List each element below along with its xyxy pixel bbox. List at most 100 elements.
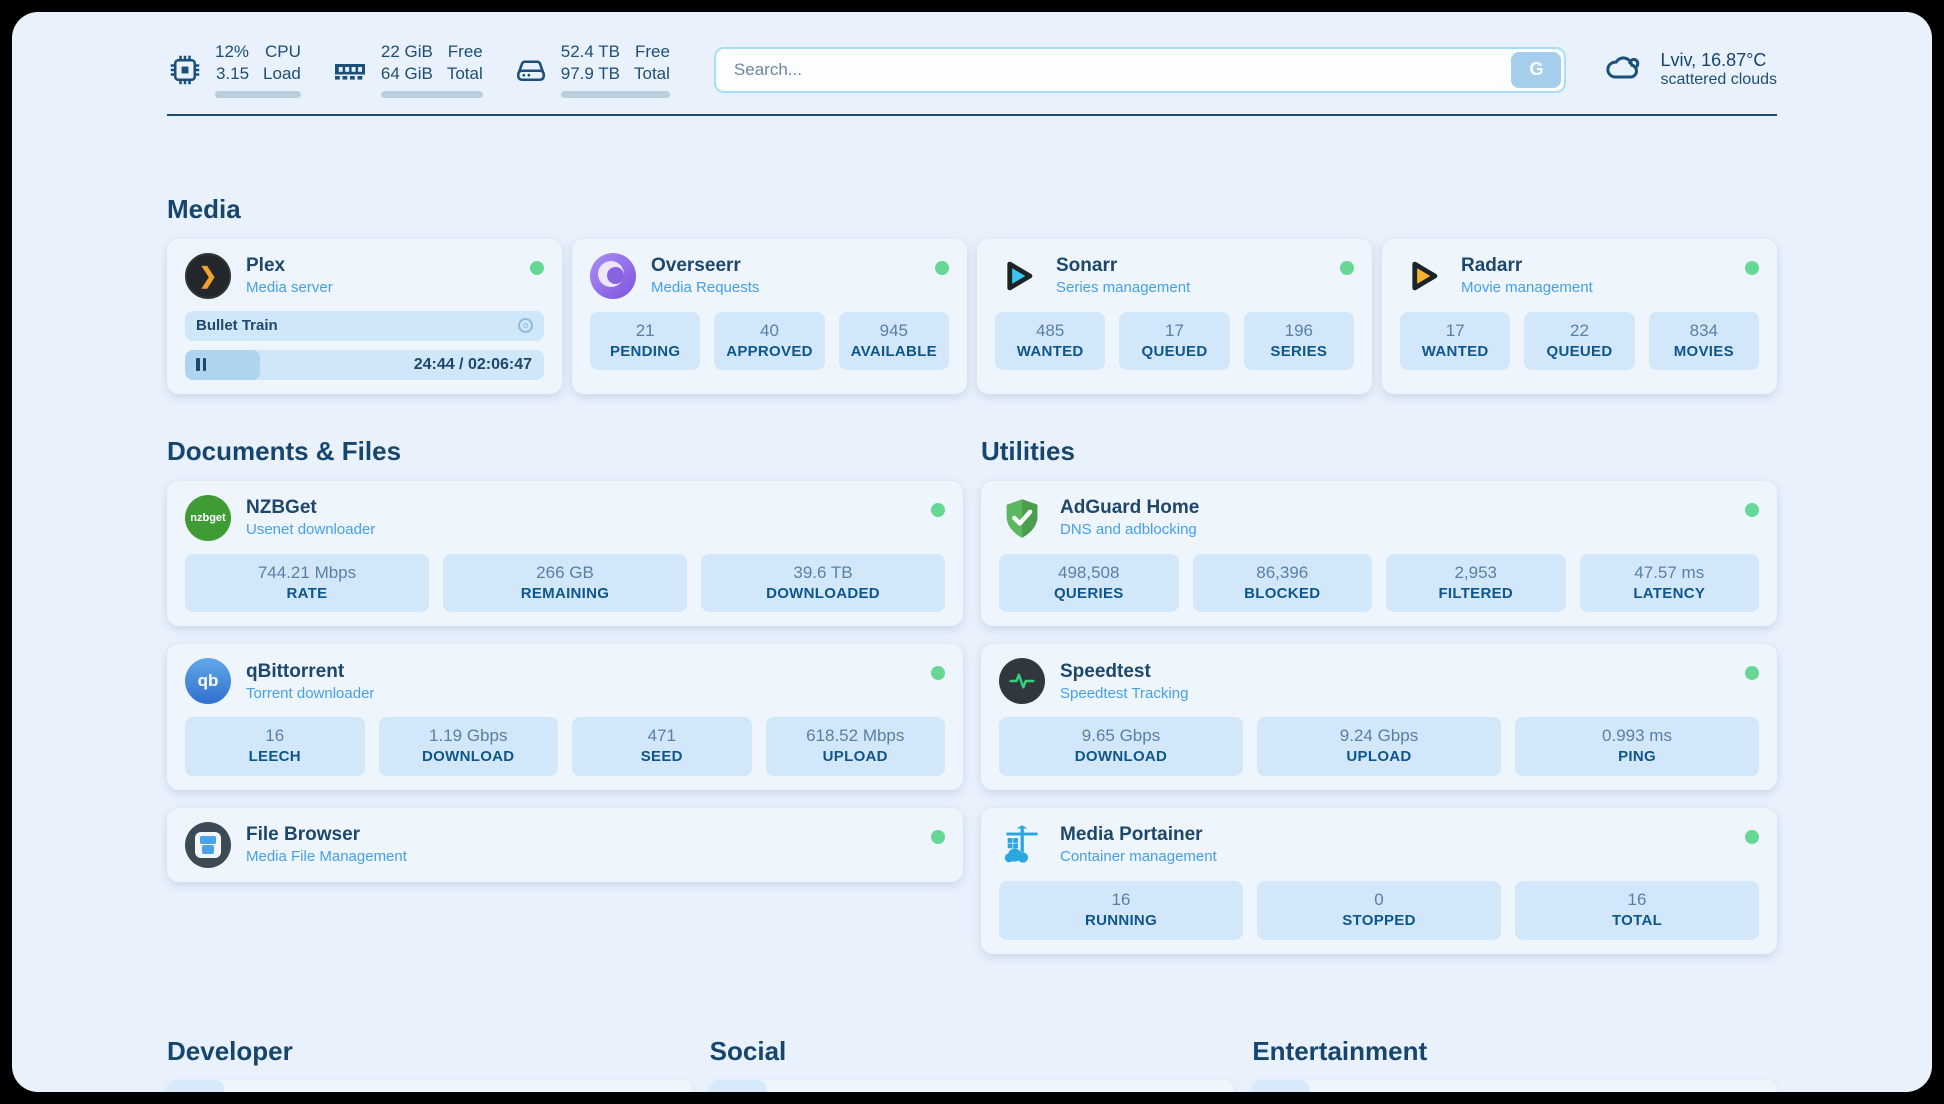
section-title-entertainment: Entertainment bbox=[1252, 1035, 1428, 1066]
cpu-load-value: 3.15 bbox=[215, 64, 250, 84]
status-dot bbox=[1745, 502, 1759, 517]
weather-widget[interactable]: Lviv, 16.87°C scattered clouds bbox=[1602, 47, 1777, 92]
plex-card[interactable]: ❯ Plex Media server Bullet Train 24:44 /… bbox=[167, 238, 562, 394]
portainer-icon bbox=[999, 822, 1045, 868]
pause-icon bbox=[196, 358, 206, 372]
speedtest-card[interactable]: Speedtest Speedtest Tracking 9.65 Gbps DO… bbox=[981, 644, 1777, 790]
disk-widget: 52.4 TB Free 97.9 TB Total bbox=[513, 42, 670, 98]
sonarr-card[interactable]: Sonarr Series management 485 WANTED 17 QUE… bbox=[977, 238, 1372, 394]
cpu-progress-bar bbox=[215, 90, 301, 98]
media-card-grid: ❯ Plex Media server Bullet Train 24:44 /… bbox=[167, 238, 1777, 394]
disk-progress-bar bbox=[560, 90, 670, 98]
qbittorrent-card[interactable]: qb qBittorrent Torrent downloader 16 LEEC… bbox=[167, 644, 963, 790]
status-dot bbox=[1745, 829, 1759, 844]
disk-label-bottom: Total bbox=[634, 64, 670, 84]
status-dot bbox=[931, 502, 945, 517]
memory-widget: 22 GiB Free 64 GiB Total bbox=[331, 42, 483, 98]
stat-download: 1.19 Gbps DOWNLOAD bbox=[378, 717, 558, 776]
session-icon bbox=[518, 318, 533, 334]
link-abbr-badge: YT bbox=[1252, 1079, 1310, 1092]
sonarr-icon bbox=[995, 253, 1041, 299]
system-widgets: 12% CPU 3.15 Load 22 GiB Free bbox=[167, 42, 670, 98]
app-subtitle: Series management bbox=[1056, 278, 1191, 296]
app-title: qBittorrent bbox=[246, 660, 345, 682]
speedtest-icon bbox=[999, 658, 1045, 705]
status-dot bbox=[1340, 260, 1354, 275]
stat-filtered: 2,953 FILTERED bbox=[1386, 553, 1566, 613]
stat-available: 945 AVAILABLE bbox=[838, 311, 949, 371]
section-title-social: Social bbox=[709, 1035, 787, 1066]
playback-progress-bar: 24:44 / 02:06:47 bbox=[185, 349, 544, 380]
stat-wanted: 17 WANTED bbox=[1400, 311, 1511, 371]
plex-icon: ❯ bbox=[185, 252, 231, 299]
cpu-chip-icon bbox=[167, 52, 203, 88]
stat-seed: 471 SEED bbox=[572, 717, 752, 776]
cloud-icon bbox=[1602, 47, 1646, 92]
stat-pending: 21 PENDING bbox=[590, 311, 701, 371]
utilities-column: Utilities AdGuard Home DNS and adblockin… bbox=[981, 436, 1777, 972]
app-title: AdGuard Home bbox=[1060, 497, 1200, 519]
status-dot bbox=[1745, 260, 1759, 275]
nzbget-icon: nzbget bbox=[185, 494, 231, 541]
search-input[interactable] bbox=[713, 46, 1567, 93]
cpu-widget: 12% CPU 3.15 Load bbox=[167, 42, 301, 98]
overseerr-icon bbox=[590, 252, 636, 299]
qbittorrent-icon: qb bbox=[185, 658, 231, 705]
section-title-documents: Documents & Files bbox=[167, 435, 402, 466]
stat-movies: 834 MOVIES bbox=[1648, 311, 1759, 371]
stat-rate: 744.21 Mbps RATE bbox=[185, 553, 429, 613]
disk-total-value: 97.9 TB bbox=[560, 64, 620, 84]
stat-blocked: 86,396 BLOCKED bbox=[1192, 553, 1372, 613]
status-dot bbox=[931, 666, 945, 681]
nzbget-card[interactable]: nzbget NZBGet Usenet downloader 744.21 M… bbox=[167, 480, 963, 627]
stat-running: 16 RUNNING bbox=[999, 880, 1243, 940]
stat-stopped: 0 STOPPED bbox=[1257, 880, 1501, 940]
overseerr-card[interactable]: Overseerr Media Requests 21 PENDING 40 APP… bbox=[572, 238, 967, 394]
playback-time: 24:44 / 02:06:47 bbox=[413, 355, 532, 373]
filebrowser-card[interactable]: File Browser Media File Management bbox=[167, 807, 963, 882]
app-subtitle: Usenet downloader bbox=[246, 520, 376, 538]
stat-downloaded: 39.6 TB DOWNLOADED bbox=[701, 553, 945, 613]
header-divider bbox=[167, 113, 1777, 116]
adguard-icon bbox=[999, 495, 1045, 541]
app-subtitle: Container management bbox=[1060, 848, 1217, 866]
radarr-icon bbox=[1400, 253, 1446, 299]
memory-free-value: 22 GiB bbox=[380, 42, 433, 61]
stat-upload: 618.52 Mbps UPLOAD bbox=[765, 717, 945, 776]
stat-queued: 17 QUEUED bbox=[1119, 311, 1230, 371]
stat-queries: 498,508 QUERIES bbox=[999, 553, 1179, 613]
app-title: File Browser bbox=[246, 824, 361, 846]
now-playing-row: Bullet Train bbox=[185, 310, 544, 341]
stat-approved: 40 APPROVED bbox=[714, 311, 825, 371]
entertainment-links-column: Entertainment YT YouTube youtube.com NF … bbox=[1252, 1036, 1777, 1092]
link-abbr-badge: GH bbox=[167, 1079, 224, 1092]
link-linkedin[interactable]: LI LinkedIn linkedin.com bbox=[709, 1079, 1235, 1092]
app-title: Radarr bbox=[1461, 255, 1523, 277]
app-subtitle: Media File Management bbox=[246, 848, 407, 866]
disk-label-top: Free bbox=[634, 42, 670, 61]
memory-icon bbox=[331, 52, 369, 88]
adguard-card[interactable]: AdGuard Home DNS and adblocking 498,508 Q… bbox=[981, 480, 1777, 627]
google-search-button[interactable]: G bbox=[1511, 51, 1562, 88]
link-youtube[interactable]: YT YouTube youtube.com bbox=[1252, 1079, 1777, 1092]
app-title: Sonarr bbox=[1056, 255, 1118, 277]
radarr-card[interactable]: Radarr Movie management 17 WANTED 22 QUEUE… bbox=[1382, 238, 1777, 394]
app-subtitle: Media server bbox=[246, 278, 333, 296]
stat-series: 196 SERIES bbox=[1243, 311, 1354, 371]
memory-label-bottom: Total bbox=[446, 64, 483, 84]
portainer-card[interactable]: Media Portainer Container management 16 R… bbox=[981, 807, 1777, 954]
section-title-utilities: Utilities bbox=[981, 435, 1075, 466]
status-dot bbox=[530, 260, 544, 275]
search-bar: G bbox=[713, 46, 1567, 93]
top-bar: 12% CPU 3.15 Load 22 GiB Free bbox=[167, 42, 1777, 98]
link-github[interactable]: GH Github github.com bbox=[167, 1079, 692, 1092]
status-dot bbox=[931, 829, 945, 844]
stat-latency: 47.57 ms LATENCY bbox=[1579, 553, 1759, 613]
app-subtitle: Torrent downloader bbox=[246, 684, 375, 702]
app-title: Plex bbox=[246, 255, 286, 277]
social-links-column: Social LI LinkedIn linkedin.com TW Twitt… bbox=[709, 1035, 1235, 1092]
hard-disk-icon bbox=[513, 52, 549, 88]
weather-summary: Lviv, 16.87°C bbox=[1660, 50, 1767, 71]
app-title: Media Portainer bbox=[1060, 824, 1203, 846]
